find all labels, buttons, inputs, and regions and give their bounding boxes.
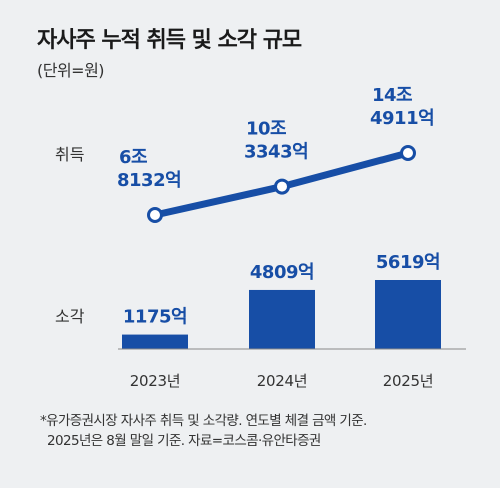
acquisition-label-line-1: 14조 xyxy=(372,85,412,106)
acquisition-label-line-2: 3343억 xyxy=(244,142,308,163)
acquisition-point xyxy=(147,207,163,223)
footnote-line-2: 2025년은 8월 말일 기준. 자료=코스콤·유안타증권 xyxy=(47,433,321,449)
cancellation-value-label: 4809억 xyxy=(250,262,314,283)
acquisition-label-line-1: 10조 xyxy=(246,119,286,140)
x-tick-label: 2023년 xyxy=(130,372,180,390)
cancellation-bar xyxy=(375,280,441,349)
acquisition-point xyxy=(274,178,290,195)
acquisition-label-line-2: 4911억 xyxy=(370,108,434,129)
acquisition-point xyxy=(400,145,416,161)
cancellation-bar xyxy=(122,334,188,349)
x-tick-label: 2024년 xyxy=(257,372,307,390)
cancellation-value-label: 5619억 xyxy=(376,252,440,273)
x-tick-label: 2025년 xyxy=(383,372,433,390)
acquisition-label-line-2: 8132억 xyxy=(117,170,181,191)
footnote: *유가증권시장 자사주 취득 및 소각량. 연도별 체결 금액 기준. 2025… xyxy=(40,411,490,451)
series-label-acquisition: 취득 xyxy=(55,145,84,164)
footnote-line-1: *유가증권시장 자사주 취득 및 소각량. 연도별 체결 금액 기준. xyxy=(40,413,367,429)
series-label-cancellation: 소각 xyxy=(55,307,85,326)
cancellation-bar xyxy=(249,289,315,349)
chart-title: 자사주 누적 취득 및 소각 규모 xyxy=(37,28,302,53)
acquisition-label-line-1: 6조 xyxy=(119,147,147,168)
chart-subtitle: (단위=원) xyxy=(37,61,105,80)
cancellation-value-label: 1175억 xyxy=(123,307,187,328)
